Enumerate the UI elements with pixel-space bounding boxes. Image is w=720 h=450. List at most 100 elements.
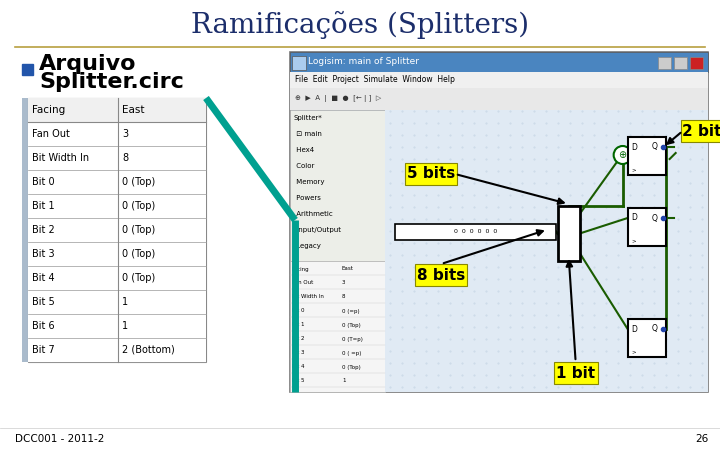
Text: Arithmetic: Arithmetic: [294, 211, 333, 217]
Text: Memory: Memory: [294, 179, 325, 185]
Text: 0 (Top): 0 (Top): [122, 225, 156, 235]
Text: Bit Width In: Bit Width In: [292, 294, 324, 300]
Text: 1: 1: [122, 297, 128, 307]
Bar: [28, 338, 206, 362]
Bar: [290, 52, 708, 72]
Text: 0 (Top): 0 (Top): [122, 201, 156, 211]
Circle shape: [613, 146, 631, 164]
Bar: [28, 242, 206, 266]
Text: Fan Out: Fan Out: [292, 280, 313, 285]
Text: ⊕: ⊕: [618, 150, 626, 160]
Bar: [28, 122, 206, 146]
Text: Color: Color: [294, 163, 315, 169]
Text: 26: 26: [695, 434, 708, 444]
Text: Bit Width In: Bit Width In: [32, 153, 89, 163]
Text: Hex4: Hex4: [294, 147, 314, 153]
FancyBboxPatch shape: [680, 120, 720, 142]
Bar: [290, 110, 385, 392]
Text: D: D: [631, 213, 637, 222]
Text: Bit 0: Bit 0: [32, 177, 55, 187]
Text: 8: 8: [122, 153, 128, 163]
Text: >: >: [631, 238, 636, 243]
Text: Input/Output: Input/Output: [294, 227, 341, 233]
Text: D: D: [631, 324, 637, 333]
Text: East: East: [122, 105, 145, 115]
FancyBboxPatch shape: [405, 163, 457, 185]
Text: 0 (Top): 0 (Top): [342, 323, 361, 328]
Text: Bit 2: Bit 2: [32, 225, 55, 235]
Text: Q: Q: [652, 324, 657, 333]
Text: 2 bits: 2 bits: [683, 123, 720, 139]
Text: Fan Out: Fan Out: [32, 129, 70, 139]
Text: Bit 4: Bit 4: [32, 273, 55, 283]
FancyBboxPatch shape: [415, 264, 467, 286]
Text: >: >: [631, 167, 636, 172]
Text: Q: Q: [652, 143, 657, 152]
Text: D: D: [631, 143, 637, 152]
Text: Powers: Powers: [294, 195, 321, 201]
Text: Facing: Facing: [32, 105, 66, 115]
Text: Bit 7: Bit 7: [32, 345, 55, 355]
Text: 8: 8: [342, 294, 346, 300]
Text: 0 (Top): 0 (Top): [122, 249, 156, 259]
Text: 0 (=p): 0 (=p): [342, 309, 359, 314]
Bar: [28, 290, 206, 314]
Text: Ramificações (Splitters): Ramificações (Splitters): [191, 11, 529, 39]
Text: Bit 2: Bit 2: [292, 337, 305, 342]
Text: 0 (T=p): 0 (T=p): [342, 337, 363, 342]
Bar: [628, 208, 666, 246]
Text: 0 (Top): 0 (Top): [122, 273, 156, 283]
Text: Splitter*: Splitter*: [294, 115, 323, 121]
Text: Bit 6: Bit 6: [32, 321, 55, 331]
Bar: [395, 224, 556, 239]
Text: 0 (Top): 0 (Top): [122, 177, 156, 187]
Bar: [28, 170, 206, 194]
Text: Legacy: Legacy: [294, 243, 321, 249]
Text: 0 ( =p): 0 ( =p): [342, 351, 361, 356]
Text: Q: Q: [652, 213, 657, 222]
Bar: [22, 64, 33, 75]
Bar: [290, 261, 385, 392]
Text: File  Edit  Project  Simulate  Window  Help: File Edit Project Simulate Window Help: [295, 76, 455, 85]
Bar: [290, 72, 708, 88]
Text: 3: 3: [342, 280, 346, 285]
Text: 8 bits: 8 bits: [417, 267, 465, 283]
Bar: [558, 206, 580, 261]
Bar: [385, 110, 708, 392]
Bar: [28, 146, 206, 170]
Text: DCC001 - 2011-2: DCC001 - 2011-2: [15, 434, 104, 444]
Text: Facing: Facing: [292, 266, 310, 271]
Bar: [628, 319, 666, 357]
Bar: [674, 57, 687, 69]
Text: Bit 3: Bit 3: [292, 351, 305, 356]
Bar: [28, 98, 206, 122]
Bar: [290, 52, 708, 392]
Text: 1: 1: [122, 321, 128, 331]
Text: >: >: [631, 350, 636, 355]
Text: 0  0  0  0  0  0: 0 0 0 0 0 0: [454, 229, 497, 234]
Bar: [28, 98, 206, 362]
Text: Bit 1: Bit 1: [32, 201, 55, 211]
Text: Bit 5: Bit 5: [292, 378, 305, 383]
Text: East: East: [342, 266, 354, 271]
Text: 3: 3: [122, 129, 128, 139]
Text: Bit 3: Bit 3: [32, 249, 55, 259]
Bar: [658, 57, 671, 69]
Bar: [22, 98, 28, 362]
Text: Logisim: main of Splitter: Logisim: main of Splitter: [308, 58, 419, 67]
Bar: [628, 137, 666, 175]
Bar: [690, 57, 703, 69]
FancyBboxPatch shape: [554, 362, 598, 384]
Bar: [28, 218, 206, 242]
Text: 1 bit: 1 bit: [556, 365, 595, 381]
Bar: [28, 314, 206, 338]
Text: ⊕  ▶  A  |  ■  ●  [← | ]  ▷: ⊕ ▶ A | ■ ● [← | ] ▷: [295, 95, 382, 103]
Text: Bit 1: Bit 1: [292, 323, 305, 328]
Text: Bit 5: Bit 5: [32, 297, 55, 307]
Text: 0 (Top): 0 (Top): [342, 364, 361, 369]
Bar: [28, 194, 206, 218]
Bar: [290, 88, 708, 110]
Text: Bit 4: Bit 4: [292, 364, 305, 369]
Text: Splitter.circ: Splitter.circ: [39, 72, 184, 92]
Text: 2 (Bottom): 2 (Bottom): [122, 345, 175, 355]
